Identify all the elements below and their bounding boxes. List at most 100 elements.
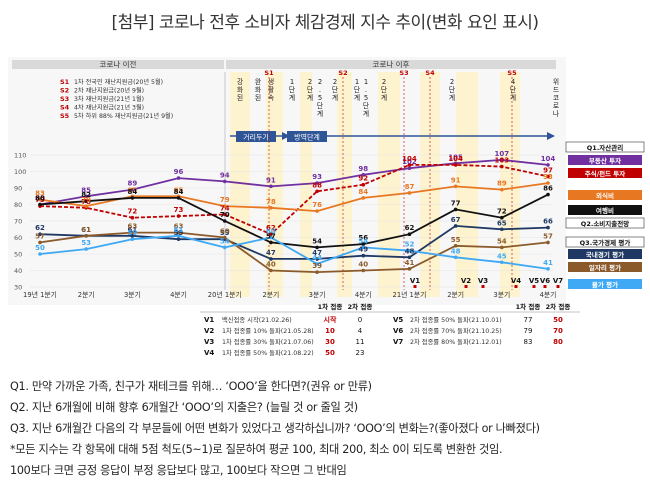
event-label-char: 계	[354, 93, 360, 102]
x-tick-label: 20년 1분기	[208, 290, 242, 299]
data-label: 79	[220, 196, 230, 204]
period-bar-after	[226, 60, 556, 69]
subsidy-marker: S2	[338, 69, 347, 77]
x-tick-label: 4분기	[170, 290, 187, 299]
data-label: 82	[81, 191, 91, 199]
subsidy-label: 4차 재난지원금(21년 3월)	[74, 104, 144, 112]
table-header: 2차 접종	[546, 302, 571, 311]
event-label-char: 계	[332, 93, 338, 102]
data-label: 54	[312, 237, 322, 245]
data-point	[38, 197, 42, 202]
legend-group-title: Q2.소비지출전망	[581, 219, 629, 228]
event-label-char: 4	[511, 78, 515, 86]
data-point	[546, 192, 550, 197]
subsidy-marker: S3	[399, 69, 408, 77]
event-label-char: 계	[289, 93, 295, 102]
event-label-char: .	[365, 86, 367, 94]
subsidy-marker: S4	[425, 69, 435, 77]
shade-band	[378, 72, 400, 297]
data-label: 85	[127, 186, 137, 194]
vaccine-marker: V6	[540, 277, 550, 285]
series-line	[39, 224, 549, 260]
table-dose1: 10	[325, 327, 335, 335]
data-point	[361, 245, 366, 250]
data-label: 41	[543, 259, 553, 267]
x-tick-label: 2분기	[78, 290, 95, 299]
data-point	[269, 257, 273, 261]
data-label: 84	[358, 188, 368, 196]
subsidy-code: S5	[60, 112, 70, 120]
y-tick-label: 30	[14, 284, 22, 292]
data-label: 40	[266, 261, 276, 269]
data-label: 84	[127, 188, 137, 196]
data-label: 93	[543, 173, 553, 181]
x-tick-label: 4분기	[355, 290, 372, 299]
data-label: 91	[266, 176, 276, 184]
table-dose1: 83	[524, 338, 533, 346]
legend-item-label: 주식/펀드 투자	[585, 169, 626, 178]
vaccine-marker-tick	[464, 285, 468, 288]
data-label: 66	[543, 218, 553, 226]
event-label-char: 단	[289, 85, 296, 94]
event-label-char: .	[319, 86, 321, 94]
data-label: 41	[405, 259, 415, 267]
data-label: 97	[543, 166, 553, 174]
data-label: 60	[266, 228, 276, 236]
event-label-char: 단	[363, 101, 370, 110]
period-bar-before	[12, 60, 224, 69]
series-lines	[38, 158, 550, 274]
data-point	[315, 209, 319, 213]
data-label: 93	[312, 173, 322, 181]
event-label-char: 드	[553, 86, 559, 94]
data-point	[130, 187, 135, 192]
data-label: 62	[405, 224, 415, 232]
y-tick-label: 80	[14, 201, 22, 209]
table-dose2: 4	[358, 327, 363, 335]
table-dose2: 80	[553, 338, 563, 346]
table-dose2: 11	[356, 338, 365, 346]
event-label-char: 단	[381, 85, 388, 94]
event-label-char: 된	[255, 94, 261, 102]
event-label-char: 단	[317, 101, 324, 110]
data-label: 44	[312, 254, 322, 262]
x-tick-label: 3분기	[493, 290, 510, 299]
data-point	[222, 219, 227, 223]
data-point	[315, 189, 319, 194]
legend-group-title-box	[565, 217, 645, 229]
shade-band	[266, 72, 283, 297]
y-tick-label: 110	[14, 152, 26, 160]
vaccine-marker: V5	[529, 277, 539, 285]
data-point	[269, 206, 273, 210]
data-label: 83	[35, 190, 45, 198]
subsidy-label: 3차 재난지원금(21년 1월)	[74, 95, 144, 103]
table-header: 1차 접종	[318, 302, 343, 311]
data-point	[407, 232, 412, 236]
data-label: 87	[405, 183, 415, 191]
data-point	[407, 163, 412, 167]
event-label-char: 로	[553, 102, 559, 110]
legend-swatch	[568, 262, 642, 272]
event-label-char: 단	[307, 85, 314, 94]
event-label-char: 2	[450, 78, 454, 86]
event-label-char: 코	[553, 94, 559, 102]
data-point	[546, 174, 550, 179]
data-label: 61	[81, 226, 91, 234]
x-tick-label: 21년 1분기	[393, 290, 427, 299]
data-label: 57	[35, 232, 45, 240]
data-point	[546, 225, 550, 230]
data-point	[453, 163, 458, 167]
data-label: 104	[402, 155, 417, 163]
data-label: 78	[81, 198, 91, 206]
table-header: 1차 접종	[516, 302, 541, 311]
event-label-char: 강	[237, 77, 243, 86]
data-label: 73	[174, 206, 184, 214]
table-dose2: 70	[553, 327, 563, 335]
data-point	[361, 173, 366, 177]
data-point	[84, 204, 88, 208]
series-line	[39, 234, 549, 270]
table-desc: 2차 접종률 70% 돌파(21.10.25)	[410, 326, 502, 335]
data-point	[38, 252, 42, 256]
subsidy-label: 2차 재난지원금(20년 9월)	[74, 87, 144, 95]
data-label: 103	[495, 157, 510, 165]
